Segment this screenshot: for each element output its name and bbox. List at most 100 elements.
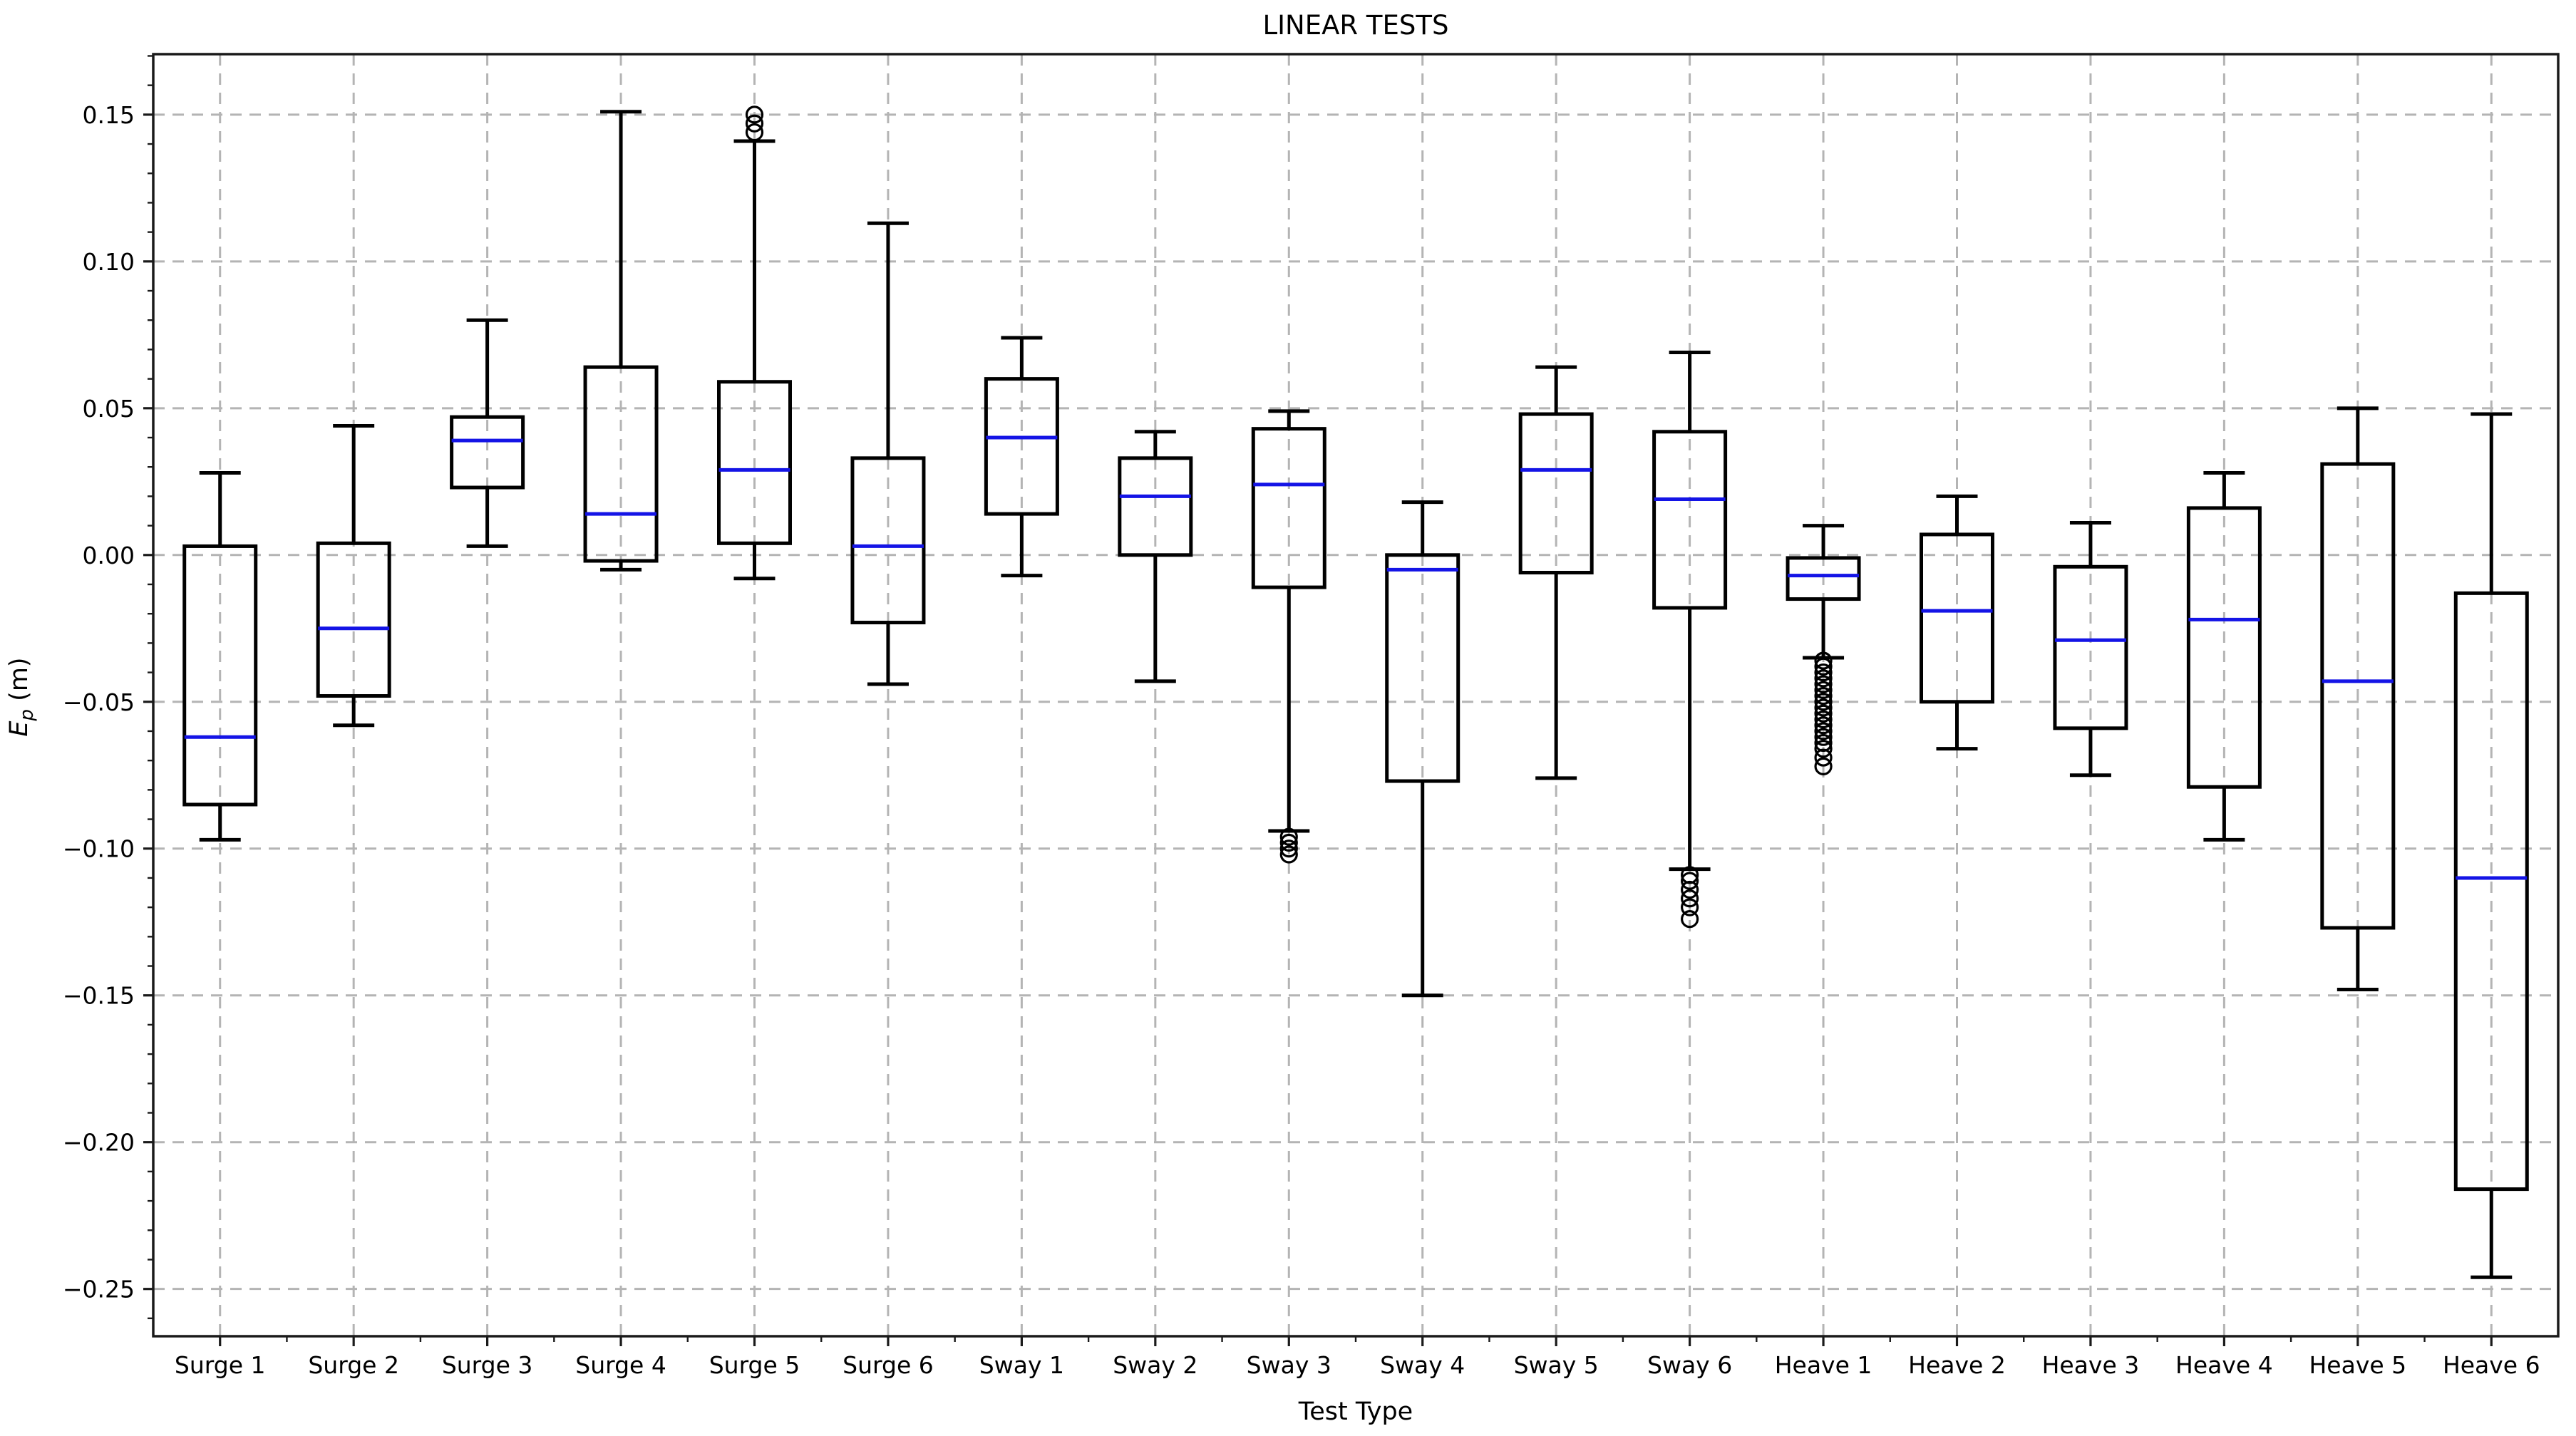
outlier-point [1681, 880, 1699, 899]
y-tick-label: −0.15 [63, 982, 135, 1010]
iqr-box [2320, 462, 2396, 930]
x-tick-label: Heave 1 [1775, 1351, 1872, 1379]
x-tick-label: Heave 3 [2042, 1351, 2140, 1379]
iqr-box [1518, 412, 1594, 575]
outlier-point [1279, 845, 1298, 864]
box-heave-5 [2320, 406, 2396, 991]
iqr-box [717, 380, 792, 545]
grid-layer [153, 54, 2558, 1336]
x-tick-label: Sway 4 [1380, 1351, 1465, 1379]
y-tick-label: −0.25 [63, 1276, 135, 1303]
box-sway-2 [1118, 430, 1193, 683]
y-axis-label-unit: (m) [5, 657, 34, 709]
box-heave-1 [1786, 524, 1861, 775]
iqr-box [984, 377, 1059, 516]
box-sway-5 [1518, 365, 1594, 780]
y-tick-label: −0.10 [63, 835, 135, 863]
outlier-point [1814, 657, 1833, 676]
outlier-point [1814, 748, 1833, 767]
iqr-box [2186, 506, 2262, 789]
x-tick-label: Heave 5 [2309, 1351, 2406, 1379]
outlier-point [1814, 663, 1833, 682]
x-tick-label: Surge 5 [709, 1351, 800, 1379]
box-sway-3 [1251, 409, 1326, 864]
y-axis-label-symbol: E [5, 720, 34, 737]
y-tick-label: 0.10 [83, 248, 135, 276]
x-tick-label: Surge 1 [175, 1351, 266, 1379]
outlier-point [1814, 698, 1833, 717]
y-tick-label: 0.05 [83, 395, 135, 423]
outlier-point [1814, 740, 1833, 758]
outlier-point [1814, 681, 1833, 699]
iqr-box [583, 365, 659, 563]
x-tick-label: Sway 5 [1514, 1351, 1599, 1379]
iqr-box [850, 456, 926, 625]
x-tick-label: Sway 2 [1113, 1351, 1197, 1379]
outlier-point [1279, 833, 1298, 852]
x-tick-label: Sway 6 [1647, 1351, 1732, 1379]
outlier-point [1814, 686, 1833, 706]
outlier-point [1814, 693, 1833, 711]
y-axis-label: Ep (m) [5, 657, 38, 736]
x-tick-label: Surge 4 [575, 1351, 666, 1379]
x-tick-label: Surge 2 [308, 1351, 399, 1379]
iqr-box [1652, 430, 1728, 610]
outlier-point [1681, 889, 1699, 908]
y-tick-label: −0.05 [63, 688, 135, 716]
iqr-box [1786, 556, 1861, 601]
iqr-box [1920, 532, 1994, 704]
y-tick-label: 0.00 [83, 542, 135, 569]
outlier-point [1681, 872, 1699, 890]
iqr-box [2453, 591, 2529, 1192]
box-heave-3 [2053, 520, 2128, 778]
outlier-point [1681, 898, 1699, 916]
iqr-box [1385, 553, 1460, 783]
outlier-point [1814, 716, 1833, 735]
iqr-box [2053, 564, 2128, 730]
iqr-box [316, 541, 391, 698]
outlier-point [1814, 704, 1833, 723]
outlier-point [1279, 827, 1298, 846]
box-heave-6 [2453, 412, 2529, 1279]
outlier-point [1814, 728, 1833, 746]
x-tick-label: Heave 6 [2443, 1351, 2540, 1379]
outlier-point [1814, 710, 1833, 729]
outlier-point [1814, 669, 1833, 688]
iqr-box [1251, 427, 1326, 589]
outlier-point [745, 105, 764, 124]
box-heave-2 [1920, 494, 1994, 751]
x-axis-label: Test Type [1298, 1398, 1413, 1426]
iqr-box [450, 415, 525, 490]
box-sway-4 [1385, 500, 1460, 998]
plot-border [152, 53, 2560, 1338]
box-surge-5 [717, 105, 792, 581]
box-layer [182, 105, 2529, 1279]
outlier-point [1814, 675, 1833, 693]
x-tick-label: Sway 3 [1247, 1351, 1331, 1379]
outlier-point [1681, 910, 1699, 929]
outlier-point [1814, 722, 1833, 740]
box-heave-4 [2186, 470, 2262, 842]
box-sway-6 [1652, 351, 1728, 929]
box-surge-4 [583, 110, 659, 572]
x-tick-label: Heave 2 [1908, 1351, 2006, 1379]
x-tick-label: Heave 4 [2175, 1351, 2273, 1379]
iqr-box [182, 544, 258, 807]
outlier-point [745, 123, 764, 142]
y-tick-label: 0.15 [83, 101, 135, 129]
box-surge-3 [450, 318, 525, 548]
x-tick-label: Surge 3 [442, 1351, 533, 1379]
box-sway-1 [984, 336, 1059, 578]
y-axis-label-subscript: p [16, 709, 38, 722]
x-tick-label: Sway 1 [979, 1351, 1064, 1379]
x-tick-label: Surge 6 [843, 1351, 934, 1379]
iqr-box [1118, 456, 1193, 557]
outlier-point [745, 114, 764, 133]
chart-title: LINEAR TESTS [1263, 10, 1449, 41]
outlier-point [1814, 757, 1833, 775]
box-surge-6 [850, 221, 926, 686]
outlier-point [1279, 840, 1298, 858]
outlier-point [1814, 651, 1833, 670]
